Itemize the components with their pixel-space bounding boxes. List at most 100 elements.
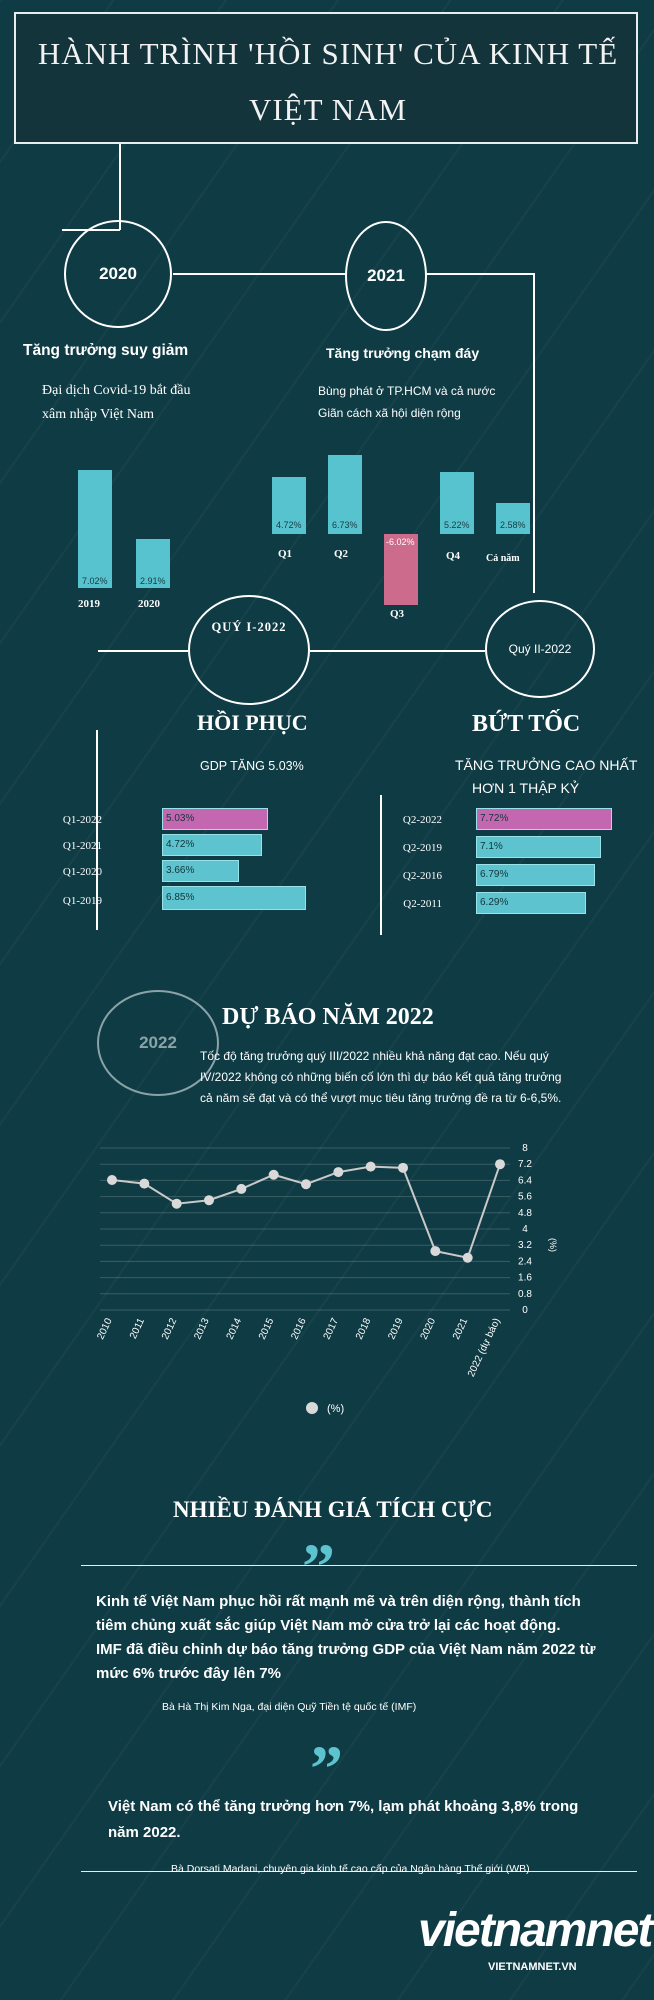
quote1-text: mức 6% trước đây lên 7% bbox=[96, 1665, 281, 1682]
category-label-q1: Q1 bbox=[278, 548, 293, 560]
quote1-text: tiêm chủng xuất sắc giúp Việt Nam mở cửa… bbox=[96, 1617, 561, 1634]
quarter-circle-q2-2022: Quý II-2022 bbox=[485, 600, 595, 698]
quote2-text: năm 2022. bbox=[108, 1824, 181, 1841]
hbar-label: 4.72% bbox=[166, 839, 195, 850]
hbar-q2-2016 bbox=[476, 864, 595, 886]
bar-q2 bbox=[328, 455, 362, 534]
category-label: Q2-2011 bbox=[403, 898, 442, 910]
hbar-label: 5.03% bbox=[166, 813, 195, 824]
x-tick-label: 2011 bbox=[128, 1316, 147, 1341]
data-point bbox=[333, 1167, 344, 1178]
category-label: Q1-2022 bbox=[62, 814, 102, 826]
x-tick-label: 2016 bbox=[289, 1316, 309, 1341]
chart-q2: Q2-2022 7.72% Q2-2019 7.1% Q2-2016 6.79%… bbox=[372, 800, 642, 920]
bar-label-q3: -6.02% bbox=[386, 537, 415, 547]
quote-icon: ” bbox=[302, 1531, 335, 1604]
connector-line bbox=[380, 795, 382, 935]
section-2021-desc: Giãn cách xã hội diện rộng bbox=[318, 406, 461, 420]
hbar-label: 6.29% bbox=[480, 897, 509, 908]
data-point bbox=[139, 1178, 150, 1189]
section-2020-desc: xâm nhập Việt Nam bbox=[42, 407, 155, 422]
forecast-text: IV/2022 không có những biến cố lớn thì d… bbox=[200, 1070, 562, 1084]
y-tick-label: 2.4 bbox=[518, 1256, 532, 1267]
bar-q4 bbox=[440, 472, 474, 534]
hbar-q1-2020 bbox=[162, 860, 239, 882]
page-title-line2: VIỆT NAM bbox=[248, 92, 408, 127]
bar-q1 bbox=[272, 477, 306, 534]
hbar-q1-2019 bbox=[162, 886, 306, 910]
y-tick-label: 4 bbox=[522, 1224, 528, 1235]
category-label-q3: Q3 bbox=[390, 608, 405, 620]
connector-line bbox=[533, 273, 535, 593]
section-2021-desc: Bùng phát ở TP.HCM và cả nước bbox=[318, 384, 496, 398]
quote1-text: IMF đã điều chỉnh dự báo tăng trưởng GDP… bbox=[96, 1641, 596, 1658]
page-title-line1: HÀNH TRÌNH 'HỒI SINH' CỦA KINH TẾ bbox=[37, 36, 619, 71]
quote-icon: ” bbox=[310, 1733, 343, 1806]
hbar-label: 3.66% bbox=[166, 865, 195, 876]
quotes-box bbox=[81, 1565, 637, 1872]
y-tick-label: 8 bbox=[522, 1143, 528, 1154]
y-tick-label: 0 bbox=[522, 1305, 528, 1316]
section-2021-heading: Tăng trưởng chạm đáy bbox=[326, 345, 480, 361]
section-q2-heading: BỨT TỐC bbox=[472, 711, 581, 737]
data-point bbox=[107, 1174, 117, 1185]
y-tick-label: 3.2 bbox=[518, 1240, 532, 1251]
vietnamnet-logo: vietnamnet bbox=[418, 1904, 653, 1957]
quote2-author: Bà Dorsati Madani, chuyên gia kinh tế ca… bbox=[171, 1863, 530, 1875]
connector-line bbox=[96, 730, 98, 930]
forecast-heading: DỰ BÁO NĂM 2022 bbox=[222, 1004, 434, 1030]
gdp-line-chart: 8 7.2 6.4 5.6 4.8 4 3.2 2.4 1.6 0.8 0 (%) 2010 2011 20… bbox=[95, 1143, 558, 1415]
quarter-circle-q1-2022: QUÝ I-2022 bbox=[188, 595, 310, 705]
data-point bbox=[430, 1246, 441, 1257]
section-q1-heading: HỒI PHỤC bbox=[197, 710, 308, 735]
y-tick-label: 0.8 bbox=[518, 1289, 532, 1300]
x-tick-label: 2012 bbox=[160, 1316, 180, 1341]
x-tick-label: 2022 (dự báo) bbox=[466, 1317, 503, 1379]
bar-label-q2: 6.73% bbox=[332, 520, 358, 530]
category-label: Q2-2019 bbox=[402, 842, 442, 854]
quote1-author: Bà Hà Thị Kim Nga, đại diện Quỹ Tiền tệ … bbox=[162, 1701, 417, 1713]
hbar-q2-2022 bbox=[476, 808, 612, 830]
section-q2-subtitle: HƠN 1 THẬP KỶ bbox=[472, 780, 580, 796]
y-tick-label: 6.4 bbox=[518, 1175, 532, 1186]
category-label: Q2-2016 bbox=[402, 870, 442, 882]
y-tick-label: 7.2 bbox=[518, 1159, 532, 1170]
hbar-label: 6.85% bbox=[166, 892, 195, 903]
x-tick-label: 2021 bbox=[451, 1316, 471, 1341]
hbar-label: 6.79% bbox=[480, 869, 509, 880]
hbar-label: 7.1% bbox=[480, 841, 503, 852]
data-point bbox=[398, 1162, 408, 1173]
category-label-2019: 2019 bbox=[78, 598, 100, 610]
legend-marker bbox=[306, 1402, 318, 1414]
bar-ca-nam bbox=[496, 503, 530, 534]
data-point bbox=[236, 1183, 247, 1194]
x-tick-label: 2018 bbox=[354, 1316, 374, 1341]
section-q1-subtitle: GDP TĂNG 5.03% bbox=[200, 759, 304, 773]
x-tick-label: 2017 bbox=[322, 1316, 342, 1341]
y-tick-label: 4.8 bbox=[518, 1208, 532, 1219]
section-2020-desc: Đại dịch Covid-19 bắt đầu bbox=[42, 383, 191, 398]
forecast-text: cả năm sẽ đạt và có thể vượt mục tiêu tă… bbox=[200, 1091, 562, 1105]
x-tick-label: 2014 bbox=[225, 1316, 245, 1341]
connector-line bbox=[173, 273, 346, 275]
data-point bbox=[365, 1161, 376, 1172]
hbar-q2-2019 bbox=[476, 836, 601, 858]
chart-2021: 4.72% 6.73% -6.02% 5.22% 2.58% Q1 Q2 Q3 … bbox=[266, 450, 536, 620]
x-tick-label: 2013 bbox=[192, 1316, 212, 1341]
data-point bbox=[301, 1179, 311, 1190]
category-label-ca-nam: Cả năm bbox=[486, 553, 520, 564]
connector-line bbox=[426, 273, 534, 275]
section-q2-subtitle: TĂNG TRƯỞNG CAO NHẤT bbox=[455, 757, 638, 773]
hbar-q1-2022 bbox=[162, 808, 268, 830]
bar-q3 bbox=[384, 534, 418, 605]
x-tick-label: 2015 bbox=[257, 1316, 277, 1341]
bar-label-q4: 5.22% bbox=[444, 520, 470, 530]
hbar-q2-2011 bbox=[476, 892, 586, 914]
data-point bbox=[171, 1198, 182, 1209]
bar-2019 bbox=[78, 470, 112, 588]
connector-line bbox=[119, 144, 121, 230]
category-label: Q1-2019 bbox=[62, 895, 102, 907]
hbar-q1-2021 bbox=[162, 834, 262, 856]
y-tick-label: 5.6 bbox=[518, 1192, 532, 1203]
